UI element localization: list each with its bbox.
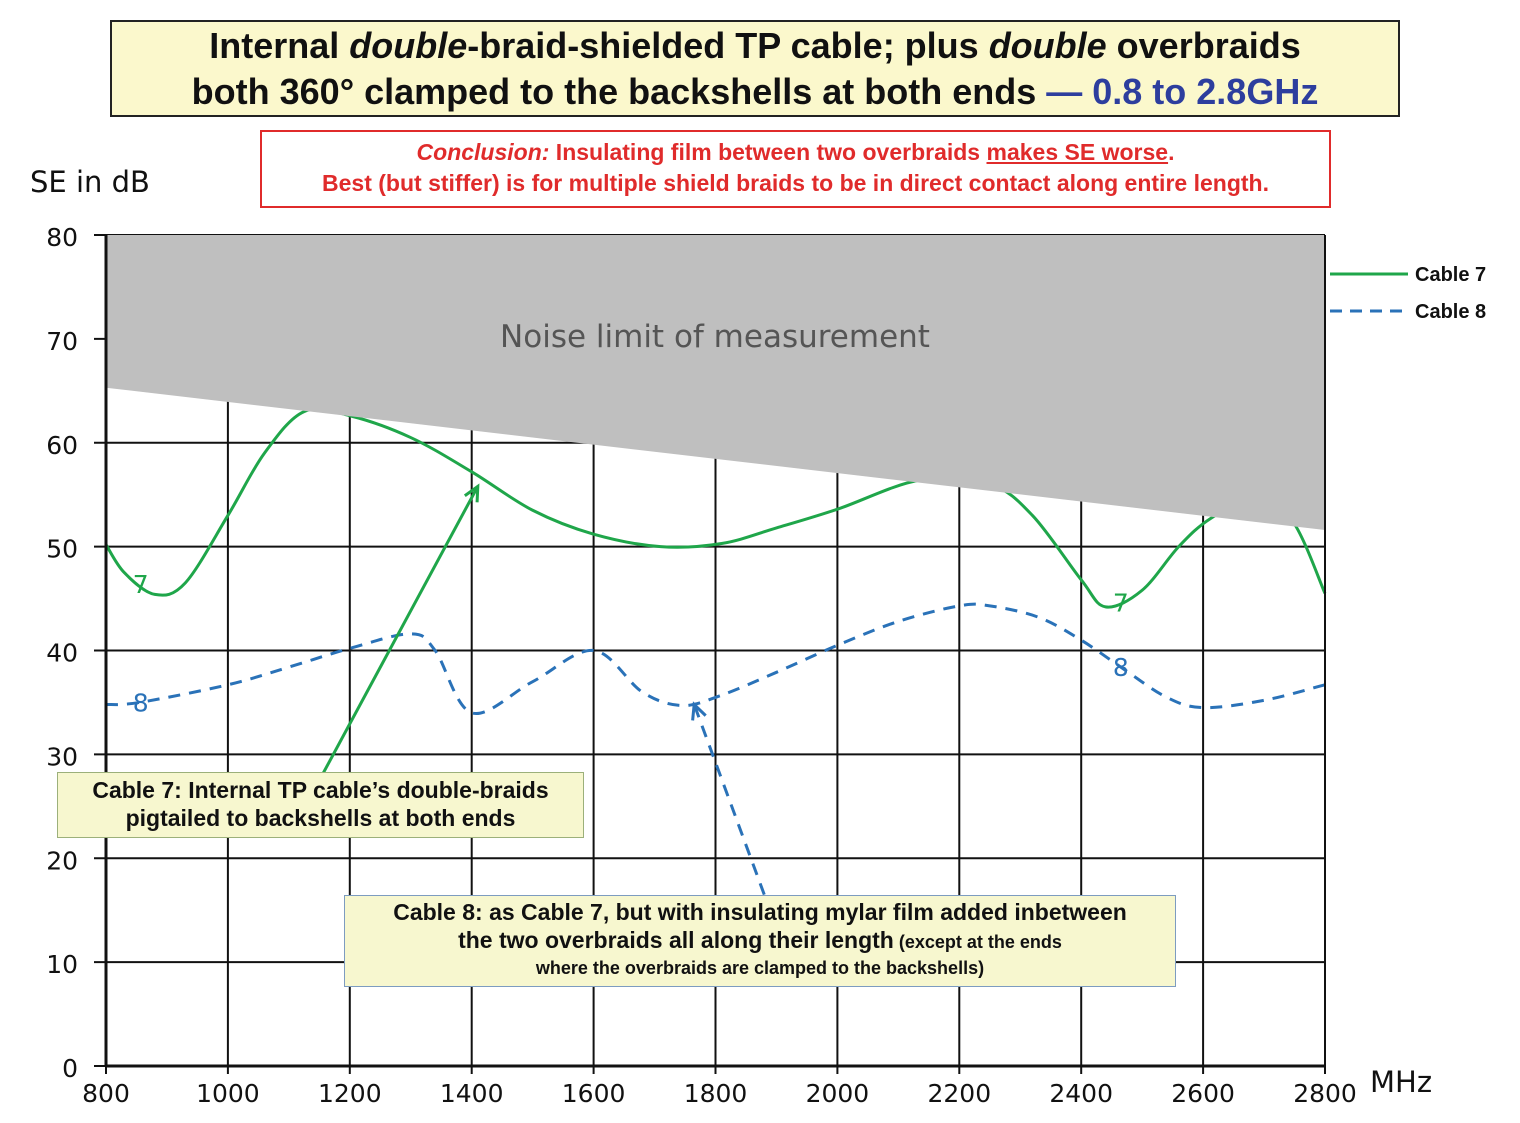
title-text: double <box>349 25 468 66</box>
y-tick-label: 80 <box>46 223 78 252</box>
conclusion-text: Best (but stiffer) is for multiple shiel… <box>322 170 1269 196</box>
conclusion-emphasis: makes SE worse <box>986 139 1169 165</box>
series-labels: 7 7 8 8 <box>133 570 1129 717</box>
x-tick-label: 1600 <box>562 1079 626 1108</box>
series-marker-label: 7 <box>1113 589 1129 618</box>
x-tick-label: 2000 <box>806 1079 870 1108</box>
x-tick-label: 2600 <box>1171 1079 1235 1108</box>
y-tick-label: 40 <box>46 639 78 668</box>
annotation-arrows <box>318 483 766 896</box>
x-axis-label: MHz <box>1370 1065 1432 1099</box>
legend-cable8-label: Cable 8 <box>1415 301 1486 323</box>
arrowhead-icon <box>691 701 707 721</box>
cable7-note: Cable 7: Internal TP cable’s double-brai… <box>57 772 584 838</box>
y-tick-label: 50 <box>46 535 78 564</box>
y-axis-label: SE in dB <box>30 165 150 199</box>
legend-cable7-label: Cable 7 <box>1415 264 1486 286</box>
x-tick-label: 1400 <box>440 1079 504 1108</box>
series-marker-label: 8 <box>133 688 149 717</box>
noise-limit-label: Noise limit of measurement <box>500 319 930 355</box>
arrowhead-icon <box>463 483 480 503</box>
axes <box>94 234 1326 1074</box>
note-text: where the overbraids are clamped to the … <box>535 958 985 978</box>
title-text: double <box>988 25 1107 66</box>
tick-labels: 800 1000 1200 1400 1600 1800 2000 2200 2400 2600 2… <box>46 223 1357 1108</box>
legend: Cable 7 Cable 8 <box>1330 264 1486 323</box>
series-line-cable-8 <box>105 602 1326 715</box>
title-frequency-range: — 0.8 to 2.8GHz <box>1046 71 1319 112</box>
x-tick-label: 1800 <box>684 1079 748 1108</box>
conclusion-text: . <box>1168 139 1175 165</box>
x-tick-label: 2400 <box>1049 1079 1113 1108</box>
y-tick-label: 10 <box>46 950 78 979</box>
title-text: -braid-shielded TP cable; plus <box>467 25 989 66</box>
note-text: pigtailed to backshells at both ends <box>125 805 516 831</box>
y-tick-label: 30 <box>46 742 78 771</box>
conclusion-box: Conclusion: Insulating film between two … <box>260 130 1331 208</box>
series-line-cable-7 <box>104 407 1327 609</box>
note-text: Cable 7: Internal TP cable’s double-brai… <box>92 777 549 803</box>
note-text: Cable 8: as Cable 7, but with insulating… <box>393 899 1127 925</box>
series-lines <box>104 407 1327 715</box>
annotation-arrow <box>318 485 480 782</box>
y-tick-label: 60 <box>46 431 78 460</box>
x-tick-label: 2800 <box>1293 1079 1357 1108</box>
conclusion-label: Conclusion: <box>416 139 550 165</box>
note-text: (except at the ends <box>893 932 1062 952</box>
noise-limit-region <box>106 235 1325 531</box>
x-tick-label: 800 <box>82 1079 130 1108</box>
conclusion-text: Insulating film between two overbraids <box>549 139 987 165</box>
y-tick-label: 0 <box>62 1054 78 1083</box>
cable8-note: Cable 8: as Cable 7, but with insulating… <box>344 895 1176 987</box>
y-tick-label: 20 <box>46 846 78 875</box>
title-text: overbraids <box>1106 25 1301 66</box>
chart-title: Internal double-braid-shielded TP cable;… <box>110 20 1400 117</box>
series-marker-label: 8 <box>1113 653 1129 682</box>
title-text: both 360° clamped to the backshells at b… <box>191 71 1047 112</box>
title-text: Internal <box>209 25 350 66</box>
note-text: the two overbraids all along their lengt… <box>458 927 894 953</box>
series-marker-label: 7 <box>133 570 149 599</box>
x-tick-label: 2200 <box>927 1079 991 1108</box>
y-tick-label: 70 <box>46 327 78 356</box>
x-tick-label: 1000 <box>196 1079 260 1108</box>
annotation-arrow <box>692 703 766 896</box>
x-tick-label: 1200 <box>318 1079 382 1108</box>
